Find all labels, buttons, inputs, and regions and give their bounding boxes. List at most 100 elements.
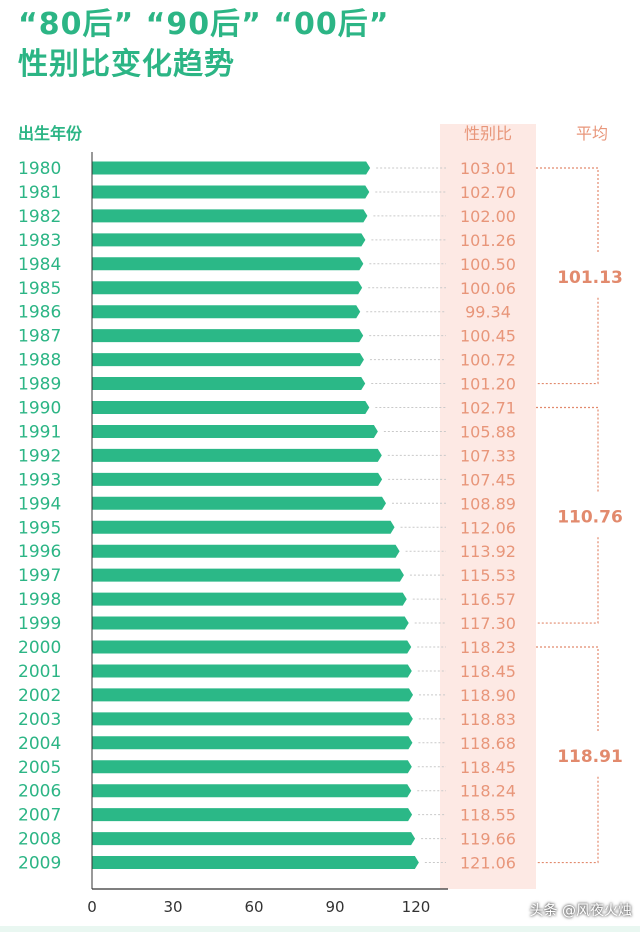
year-label: 2003 bbox=[18, 710, 61, 730]
value-label: 100.06 bbox=[460, 279, 516, 298]
year-label: 1985 bbox=[18, 279, 61, 299]
bar-1984 bbox=[92, 257, 364, 271]
value-label: 99.34 bbox=[465, 303, 511, 322]
value-label: 102.70 bbox=[460, 183, 516, 202]
value-label: 119.66 bbox=[460, 830, 516, 849]
value-label: 118.83 bbox=[460, 710, 516, 729]
value-label: 118.24 bbox=[460, 782, 516, 801]
bar-1985 bbox=[92, 281, 363, 295]
bar-2007 bbox=[92, 808, 413, 822]
value-label: 102.71 bbox=[460, 399, 516, 418]
value-label: 117.30 bbox=[460, 614, 516, 633]
average-value-1: 101.13 bbox=[557, 268, 623, 288]
x-tick-label: 120 bbox=[402, 898, 431, 916]
year-label: 2000 bbox=[18, 638, 61, 658]
year-label: 2007 bbox=[18, 806, 61, 826]
bar-1989 bbox=[92, 377, 366, 391]
value-label: 107.33 bbox=[460, 446, 516, 465]
year-label: 1983 bbox=[18, 231, 61, 251]
value-label: 100.50 bbox=[460, 255, 516, 274]
x-tick-label: 30 bbox=[163, 898, 182, 916]
average-bracket-top bbox=[536, 167, 599, 254]
chart-title: “80后” “90后” “00后” 性别比变化趋势 bbox=[18, 6, 389, 84]
year-label: 1986 bbox=[18, 303, 61, 323]
bar-2009 bbox=[92, 856, 419, 870]
bar-1999 bbox=[92, 616, 409, 630]
bar-2001 bbox=[92, 664, 412, 678]
value-label: 121.06 bbox=[460, 854, 516, 873]
bar-1992 bbox=[92, 448, 382, 462]
bar-2004 bbox=[92, 736, 413, 750]
bar-2008 bbox=[92, 832, 416, 846]
bar-1980 bbox=[92, 161, 371, 175]
year-label: 1992 bbox=[18, 446, 61, 466]
bar-2006 bbox=[92, 784, 412, 798]
bar-1987 bbox=[92, 329, 364, 343]
bar-1994 bbox=[92, 496, 387, 510]
year-label: 1987 bbox=[18, 327, 61, 347]
average-bracket-top bbox=[536, 406, 599, 494]
year-label: 2009 bbox=[18, 854, 61, 874]
average-bracket-bottom bbox=[536, 537, 599, 624]
bar-1997 bbox=[92, 568, 404, 582]
year-label: 1999 bbox=[18, 614, 61, 634]
value-label: 116.57 bbox=[460, 590, 516, 609]
bar-1998 bbox=[92, 592, 407, 606]
bar-2000 bbox=[92, 640, 412, 654]
value-label: 103.01 bbox=[460, 159, 516, 178]
year-label: 1981 bbox=[18, 183, 61, 203]
value-label: 107.45 bbox=[460, 470, 516, 489]
bar-1983 bbox=[92, 233, 366, 247]
bar-1981 bbox=[92, 185, 370, 199]
year-label: 1996 bbox=[18, 542, 61, 562]
year-label: 1990 bbox=[18, 399, 61, 419]
bar-1982 bbox=[92, 209, 368, 223]
year-label: 2004 bbox=[18, 734, 61, 754]
value-panel bbox=[440, 124, 536, 889]
value-label: 118.90 bbox=[460, 686, 516, 705]
year-label: 1998 bbox=[18, 590, 61, 610]
bar-1991 bbox=[92, 424, 378, 438]
value-label: 108.89 bbox=[460, 494, 516, 513]
value-label: 115.53 bbox=[460, 566, 516, 585]
value-label: 118.23 bbox=[460, 638, 516, 657]
year-label: 2006 bbox=[18, 782, 61, 802]
bar-2005 bbox=[92, 760, 412, 774]
year-label: 1982 bbox=[18, 207, 61, 227]
value-label: 101.26 bbox=[460, 231, 516, 250]
value-label: 102.00 bbox=[460, 207, 516, 226]
value-label: 113.92 bbox=[460, 542, 516, 561]
value-label: 101.20 bbox=[460, 375, 516, 394]
average-value-3: 118.91 bbox=[557, 747, 623, 767]
average-column-header: 平均 bbox=[576, 124, 608, 143]
year-label: 2002 bbox=[18, 686, 61, 706]
average-bracket-bottom bbox=[536, 776, 599, 864]
year-label: 1993 bbox=[18, 470, 61, 490]
value-label: 118.68 bbox=[460, 734, 516, 753]
value-label: 105.88 bbox=[460, 422, 516, 441]
year-label: 1991 bbox=[18, 422, 61, 442]
year-label: 2005 bbox=[18, 758, 61, 778]
title-line-1: “80后” “90后” “00后” bbox=[18, 7, 390, 42]
year-column-header: 出生年份 bbox=[18, 124, 83, 143]
year-label: 1988 bbox=[18, 351, 61, 371]
bottom-strip bbox=[0, 926, 640, 932]
year-label: 2008 bbox=[18, 830, 61, 850]
bar-1988 bbox=[92, 353, 364, 367]
average-bracket-bottom bbox=[536, 297, 599, 385]
bar-1993 bbox=[92, 472, 383, 486]
year-label: 1994 bbox=[18, 494, 61, 514]
x-tick-label: 0 bbox=[87, 898, 97, 916]
year-label: 1997 bbox=[18, 566, 61, 586]
average-bracket-top bbox=[536, 646, 599, 733]
year-label: 1980 bbox=[18, 159, 61, 179]
bar-2003 bbox=[92, 712, 413, 726]
value-label: 100.45 bbox=[460, 327, 516, 346]
year-label: 1989 bbox=[18, 375, 61, 395]
value-label: 112.06 bbox=[460, 518, 516, 537]
title-line-2: 性别比变化趋势 bbox=[18, 47, 235, 82]
year-label: 2001 bbox=[18, 662, 61, 682]
value-label: 118.55 bbox=[460, 806, 516, 825]
average-value-2: 110.76 bbox=[557, 507, 623, 527]
